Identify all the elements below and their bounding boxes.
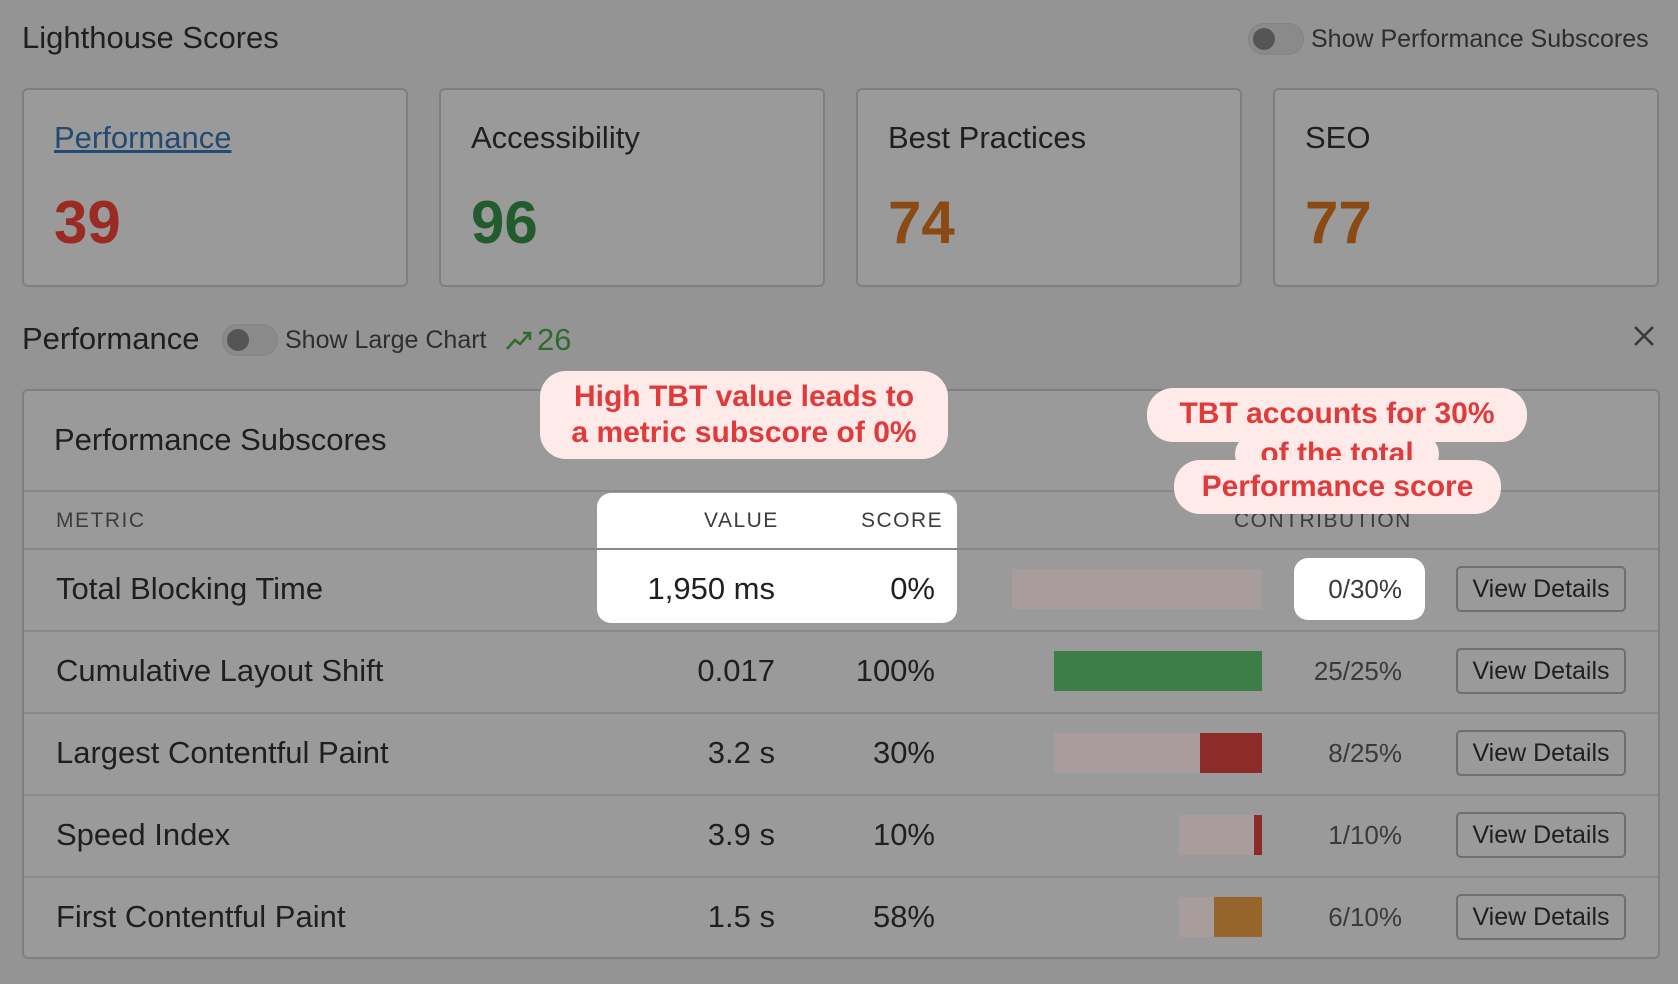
trend-up-icon bbox=[506, 331, 532, 350]
row-metric-score: 10% bbox=[872, 817, 935, 852]
row-metric-score: 58% bbox=[872, 899, 935, 934]
highlight-value-score bbox=[597, 493, 957, 623]
contribution-bar-fill bbox=[1214, 897, 1262, 937]
divider bbox=[24, 794, 1658, 796]
score-card-accessibility: Accessibility 96 bbox=[439, 88, 825, 287]
divider bbox=[24, 876, 1658, 878]
row-metric-name: Speed Index bbox=[56, 817, 231, 852]
card-title-seo: SEO bbox=[1305, 120, 1371, 155]
performance-section-title: Performance bbox=[22, 321, 200, 356]
score-card-seo: SEO 77 bbox=[1273, 88, 1659, 287]
row-contribution: 8/25% bbox=[1328, 738, 1402, 768]
score-card-best-practices: Best Practices 74 bbox=[856, 88, 1242, 287]
row-metric-name: Cumulative Layout Shift bbox=[56, 653, 384, 688]
lighthouse-scores-title: Lighthouse Scores bbox=[22, 20, 279, 55]
row-contribution: 25/25% bbox=[1313, 656, 1402, 686]
toggle-knob bbox=[227, 329, 249, 351]
contribution-bar-track bbox=[1012, 569, 1262, 609]
card-score-seo: 77 bbox=[1305, 189, 1372, 256]
col-head-metric: METRIC bbox=[56, 509, 146, 532]
trend-value: 26 bbox=[537, 322, 572, 357]
divider bbox=[24, 490, 1658, 492]
divider bbox=[24, 630, 1658, 632]
row-metric-value: 3.9 s bbox=[707, 817, 775, 852]
row-metric-value: 0.017 bbox=[697, 653, 775, 688]
col-head-contribution: CONTRIBUTION bbox=[1234, 509, 1412, 532]
col-head-value: VALUE bbox=[704, 509, 779, 532]
divider bbox=[24, 712, 1658, 714]
row-metric-value: 1.5 s bbox=[707, 899, 775, 934]
card-title-best-practices: Best Practices bbox=[888, 120, 1087, 155]
view-details-button[interactable]: View Details bbox=[1456, 730, 1626, 776]
row-metric-value: 3.2 s bbox=[707, 735, 775, 770]
row-metric-value: 1,950 ms bbox=[647, 571, 775, 606]
row-metric-name: Total Blocking Time bbox=[56, 571, 324, 606]
large-chart-toggle[interactable] bbox=[222, 324, 278, 356]
view-details-button[interactable]: View Details bbox=[1456, 894, 1626, 940]
large-chart-toggle-label[interactable]: Show Large Chart bbox=[285, 326, 487, 354]
card-score-accessibility: 96 bbox=[471, 189, 538, 256]
close-icon[interactable] bbox=[1630, 322, 1658, 350]
view-details-button[interactable]: View Details bbox=[1456, 812, 1626, 858]
row-metric-name: Largest Contentful Paint bbox=[56, 735, 389, 770]
divider bbox=[24, 548, 1658, 550]
col-head-score: SCORE bbox=[861, 509, 944, 532]
highlight-contribution bbox=[1294, 558, 1425, 620]
card-score-best-practices: 74 bbox=[888, 189, 955, 256]
callout-line: a metric subscore of 0% bbox=[571, 416, 917, 449]
row-contribution: 0/30% bbox=[1328, 574, 1402, 604]
view-details-button[interactable]: View Details bbox=[1456, 648, 1626, 694]
card-title-performance[interactable]: Performance bbox=[54, 120, 232, 155]
row-metric-name: First Contentful Paint bbox=[56, 899, 346, 934]
row-metric-score: 0% bbox=[890, 571, 935, 606]
callout-tbt-subscore: High TBT value leads to a metric subscor… bbox=[540, 371, 948, 459]
score-card-performance: Performance 39 bbox=[22, 88, 408, 287]
card-title-accessibility: Accessibility bbox=[471, 120, 640, 155]
contribution-bar-fill bbox=[1054, 651, 1262, 691]
view-details-button[interactable]: View Details bbox=[1456, 566, 1626, 612]
row-metric-score: 30% bbox=[872, 735, 935, 770]
contribution-bar-track bbox=[1179, 815, 1262, 855]
subscores-toggle[interactable] bbox=[1248, 23, 1304, 55]
contribution-bar-fill bbox=[1254, 815, 1262, 855]
callout-tbt-weight: TBT accounts for 30% bbox=[1147, 388, 1527, 442]
callout-tbt-weight-3: Performance score bbox=[1174, 460, 1501, 514]
toggle-knob bbox=[1253, 28, 1275, 50]
subscores-toggle-label[interactable]: Show Performance Subscores bbox=[1311, 25, 1649, 53]
row-contribution: 6/10% bbox=[1328, 902, 1402, 932]
card-score-performance: 39 bbox=[54, 189, 121, 256]
subscores-title: Performance Subscores bbox=[54, 422, 387, 457]
callout-line: TBT accounts for 30% bbox=[1179, 397, 1495, 430]
row-metric-score: 100% bbox=[855, 653, 935, 688]
callout-line: High TBT value leads to bbox=[573, 380, 915, 413]
contribution-bar-fill bbox=[1200, 733, 1262, 773]
callout-line: Performance score bbox=[1201, 470, 1474, 503]
row-contribution: 1/10% bbox=[1328, 820, 1402, 850]
